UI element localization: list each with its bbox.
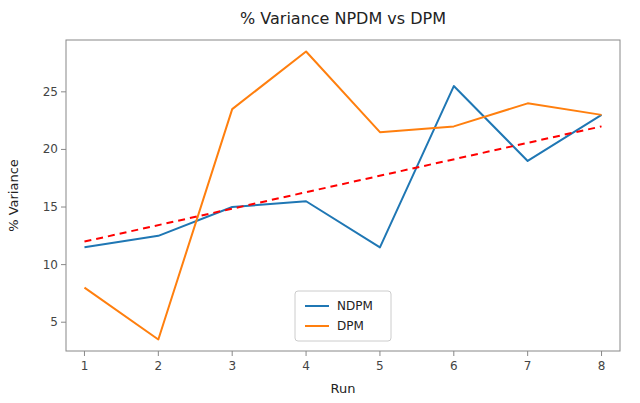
- trend-line: [84, 126, 601, 241]
- legend: NDPM DPM: [295, 291, 391, 341]
- x-tick-label: 5: [376, 359, 384, 373]
- x-tick-label: 6: [450, 359, 458, 373]
- legend-swatch: [305, 305, 329, 307]
- x-tick: [232, 351, 233, 356]
- x-tick: [84, 351, 85, 356]
- x-tick: [158, 351, 159, 356]
- chart: % Variance NPDM vs DPM 5 10 15 20 25 1 2 3 4 5 6 7 8 R…: [0, 0, 640, 403]
- title: % Variance NPDM vs DPM: [240, 9, 446, 28]
- y-tick: [61, 149, 66, 150]
- x-tick-label: 8: [598, 359, 606, 373]
- y-tick-label: 25: [43, 85, 58, 99]
- y-tick: [61, 322, 66, 323]
- x-tick-label: 1: [81, 359, 89, 373]
- series-line: [84, 86, 601, 247]
- x-tick: [306, 351, 307, 356]
- x-tick-label: 2: [155, 359, 163, 373]
- x-tick-label: 3: [228, 359, 236, 373]
- x-tick: [601, 351, 602, 356]
- x-axis-label: Run: [331, 381, 356, 396]
- y-tick-label: 15: [43, 200, 58, 214]
- y-tick-label: 5: [50, 315, 58, 329]
- legend-swatch: [305, 325, 329, 327]
- x-tick: [379, 351, 380, 356]
- plot-frame: [66, 40, 620, 351]
- y-tick: [61, 264, 66, 265]
- x-tick-label: 4: [302, 359, 310, 373]
- y-tick: [61, 91, 66, 92]
- legend-box: [295, 291, 391, 341]
- legend-label: NDPM: [337, 299, 373, 313]
- x-tick: [453, 351, 454, 356]
- y-tick-label: 10: [43, 258, 58, 272]
- legend-label: DPM: [337, 319, 364, 333]
- y-axis-label: % Variance: [6, 159, 21, 232]
- x-tick: [527, 351, 528, 356]
- x-tick-label: 7: [524, 359, 532, 373]
- y-tick: [61, 207, 66, 208]
- y-tick-label: 20: [43, 142, 58, 156]
